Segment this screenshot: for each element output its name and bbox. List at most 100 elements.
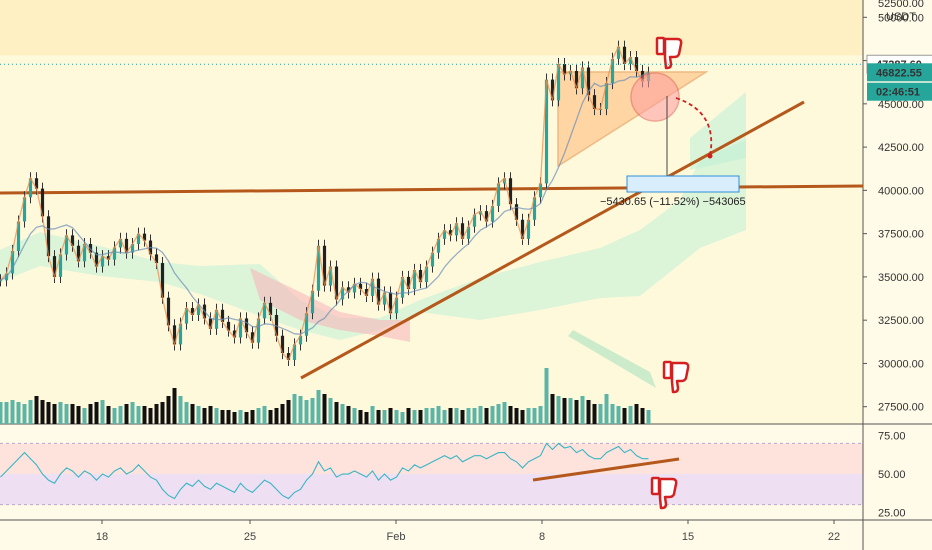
volume-bar: [610, 404, 615, 424]
volume-bar: [532, 408, 537, 424]
volume-bar: [100, 400, 105, 424]
volume-bar: [196, 406, 201, 424]
volume-bar: [388, 408, 393, 424]
volume-bar: [340, 404, 345, 424]
price-axis-tick-label: 32500.00: [878, 315, 924, 327]
candle-body: [82, 244, 87, 262]
volume-bar: [562, 398, 567, 424]
volume-bar: [202, 408, 207, 424]
ichimoku-cloud-red: [250, 268, 410, 342]
volume-bar: [190, 404, 195, 424]
candle-body: [412, 269, 417, 290]
volume-bar: [460, 410, 465, 424]
thumb-hand: [670, 361, 690, 394]
conversion-line: [0, 45, 650, 362]
candle-body: [286, 353, 291, 360]
candle-body: [16, 221, 21, 251]
candle-body: [100, 256, 105, 267]
candle-body: [22, 197, 27, 222]
volume-bar: [490, 406, 495, 424]
volume-bar: [544, 368, 549, 424]
volume-bar: [316, 390, 321, 424]
volume-bar: [424, 408, 429, 424]
volume-bar: [472, 408, 477, 424]
candle-body: [124, 238, 129, 253]
candle-body: [256, 318, 261, 343]
candle-body: [106, 256, 111, 260]
volume-bar: [226, 410, 231, 424]
volume-bar: [580, 396, 585, 424]
price-axis-tick-label: 30000.00: [878, 358, 924, 370]
candle-body: [190, 308, 195, 315]
candle-body: [466, 226, 471, 239]
price-axis-tick-label: 42500.00: [878, 142, 924, 154]
candle-body: [454, 223, 459, 236]
candle-body: [520, 219, 525, 239]
candle-body: [472, 214, 477, 227]
volume-bar: [286, 400, 291, 424]
volume-bar: [550, 394, 555, 424]
candle-body: [574, 70, 579, 89]
candle-body: [112, 247, 117, 260]
candle-body: [376, 278, 381, 305]
volume-bar: [394, 410, 399, 424]
candle-body: [250, 332, 255, 343]
price-axis-tick-label: 40000.00: [878, 185, 924, 197]
candle-body: [490, 205, 495, 222]
candle-body: [118, 238, 123, 248]
volume-bar: [130, 402, 135, 424]
volume-bar: [118, 406, 123, 424]
candle-body: [328, 266, 333, 286]
candle-body: [316, 245, 321, 291]
rsi-overbought-band: [0, 443, 863, 475]
thumb-hand: [658, 477, 678, 510]
candle-body: [310, 290, 315, 314]
volume-bar: [418, 410, 423, 424]
candle-body: [166, 297, 171, 326]
candle-body: [232, 330, 237, 338]
rejection-circle: [630, 72, 680, 122]
volume-bar: [94, 402, 99, 424]
volume-bar: [322, 394, 327, 424]
candle-body: [28, 178, 33, 198]
volume-bar: [88, 404, 93, 424]
candle-body: [616, 46, 621, 59]
volume-bar: [28, 400, 33, 424]
time-axis-tick-label: 25: [244, 531, 256, 543]
time-axis-tick-label: 8: [539, 531, 545, 543]
rsi-oversold-band: [0, 474, 863, 505]
candle-body: [556, 64, 561, 101]
candle-body: [538, 183, 543, 198]
volume-bar: [508, 406, 513, 424]
volume-bar: [352, 408, 357, 424]
candle-body: [280, 335, 285, 354]
base-line: [0, 70, 649, 335]
time-axis-tick-label: Feb: [387, 531, 406, 543]
volume-bar: [22, 404, 27, 424]
volume-bar: [346, 406, 351, 424]
time-axis-tick-label: 22: [828, 531, 840, 543]
candle-body: [322, 245, 327, 286]
candle-body: [526, 219, 531, 239]
volume-bar: [160, 402, 165, 424]
candle-body: [604, 83, 609, 110]
volume-bar: [466, 408, 471, 424]
volume-bar: [364, 412, 369, 424]
candle-body: [484, 211, 489, 222]
candle-body: [52, 256, 57, 277]
candle-body: [304, 313, 309, 336]
volume-bar: [70, 404, 75, 424]
candle-body: [136, 233, 141, 245]
volume-bar: [34, 396, 39, 424]
volume-bar: [514, 408, 519, 424]
volume-bar: [178, 396, 183, 424]
volume-bar: [406, 408, 411, 424]
candle-body: [172, 325, 177, 345]
volume-bar: [484, 408, 489, 424]
candle-body: [220, 309, 225, 322]
candle-body: [628, 57, 633, 65]
volume-bar: [376, 410, 381, 424]
candle-body: [622, 46, 627, 65]
candle-body: [610, 58, 615, 84]
